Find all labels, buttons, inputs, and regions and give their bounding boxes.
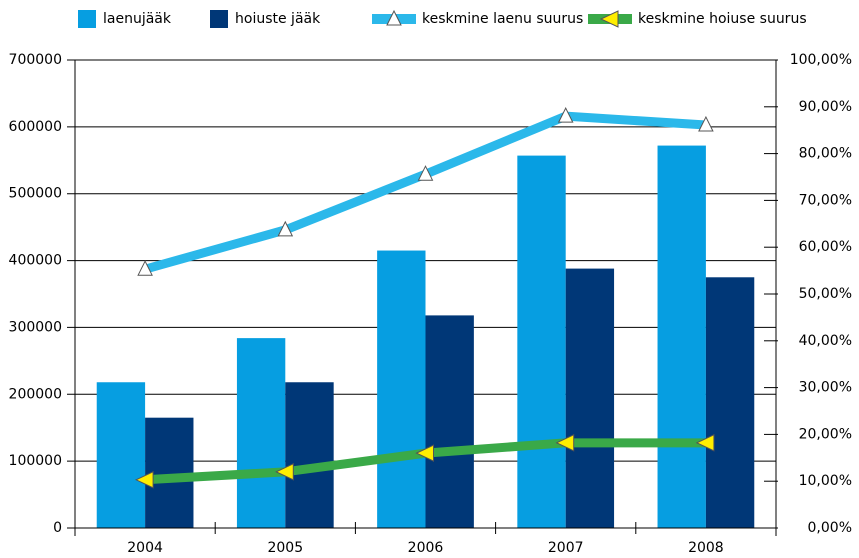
y-tick-label: 500000 [9, 186, 62, 202]
legend-label: keskmine hoiuse suurus [638, 11, 807, 27]
bar [377, 250, 426, 529]
bar [705, 277, 755, 528]
line-series [143, 111, 707, 274]
y-tick-label: 300000 [9, 319, 62, 335]
bar [285, 382, 334, 528]
x-tick-label: 2004 [127, 540, 163, 556]
y2-tick-label: 0,00% [808, 520, 852, 536]
y2-tick-label: 30,00% [799, 380, 852, 396]
legend-label: laenujääk [103, 11, 172, 27]
y-tick-label: 200000 [9, 386, 62, 402]
line-marker [695, 434, 715, 452]
y2-tick-label: 90,00% [799, 99, 852, 115]
legend-swatch [210, 10, 228, 28]
x-tick-label: 2006 [408, 540, 444, 556]
y2-tick-label: 20,00% [799, 426, 852, 442]
legend-swatch [78, 10, 96, 28]
y2-tick-label: 100,00% [790, 52, 852, 68]
legend-label: keskmine laenu suurus [422, 11, 583, 27]
y2-tick-label: 50,00% [799, 286, 852, 302]
bar [236, 338, 286, 528]
legend-label: hoiuste jääk [235, 11, 321, 27]
bar [517, 155, 566, 528]
y-tick-label: 700000 [9, 52, 62, 68]
legend-marker [599, 10, 619, 28]
y-tick-label: 100000 [9, 453, 62, 469]
y-tick-label: 400000 [9, 253, 62, 269]
line-marker [417, 165, 434, 181]
line-marker [134, 471, 154, 489]
legend-marker [386, 9, 402, 26]
line-marker [557, 107, 574, 123]
line-marker [275, 463, 294, 481]
bar [565, 268, 615, 528]
y2-tick-label: 70,00% [799, 192, 852, 208]
bar [425, 315, 474, 528]
y-tick-label: 600000 [9, 119, 62, 135]
line-marker [277, 220, 294, 237]
y-tick-label: 0 [53, 520, 62, 536]
x-tick-label: 2008 [688, 540, 724, 556]
line-marker [555, 434, 575, 452]
bar [657, 145, 706, 528]
y2-tick-label: 10,00% [799, 473, 852, 489]
line-marker [137, 260, 153, 276]
y2-tick-label: 40,00% [799, 333, 852, 349]
y2-tick-label: 80,00% [799, 146, 852, 162]
y2-tick-label: 60,00% [799, 239, 852, 255]
x-tick-label: 2005 [267, 540, 303, 556]
line-marker [415, 444, 434, 462]
bar [96, 382, 146, 528]
x-tick-label: 2007 [548, 540, 584, 556]
line-marker [698, 115, 714, 132]
